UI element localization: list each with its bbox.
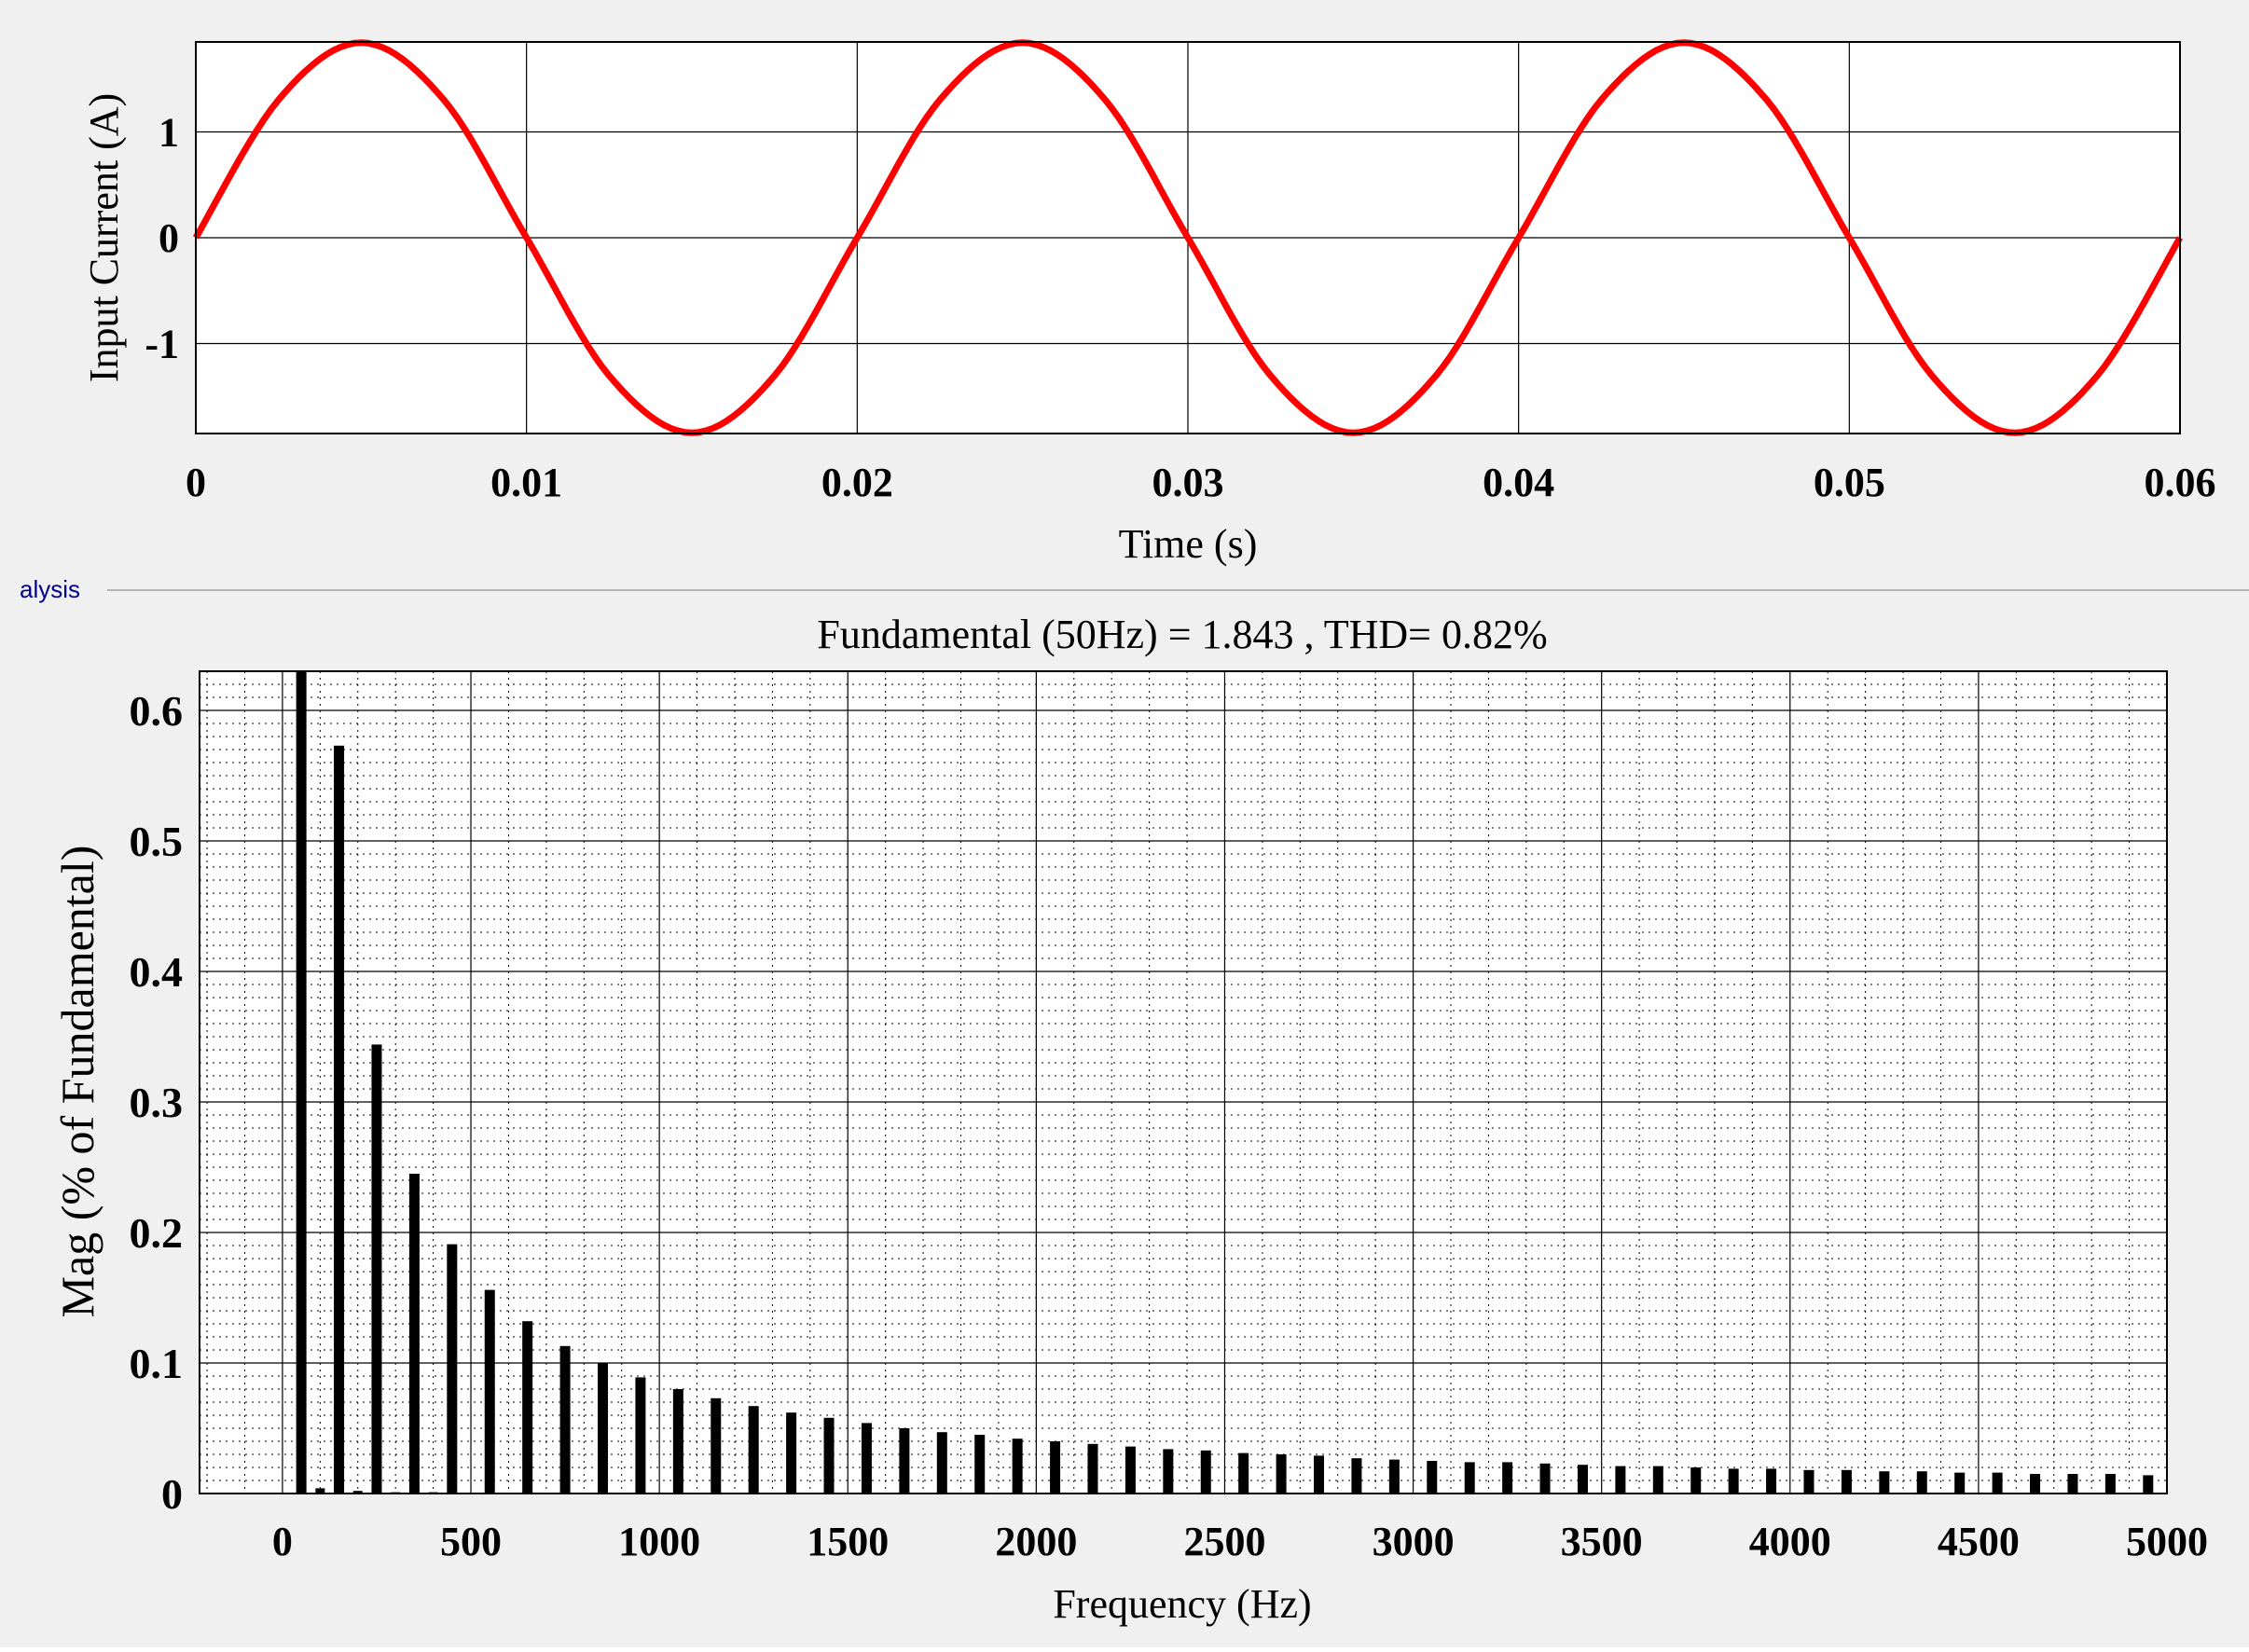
fft-x-tick-label: 1500 xyxy=(807,1519,889,1564)
harmonic-bar xyxy=(1163,1449,1174,1494)
harmonic-bar xyxy=(672,1389,683,1494)
fft-y-tick-label: 0.3 xyxy=(130,1079,184,1126)
current-x-tick-label: 0.02 xyxy=(821,460,893,505)
fft-y-tick-label: 0.1 xyxy=(130,1340,184,1387)
harmonic-bar xyxy=(936,1432,947,1494)
harmonic-bar xyxy=(1464,1462,1475,1494)
fft-plot-border xyxy=(199,670,2168,1494)
harmonic-bar xyxy=(748,1406,759,1494)
harmonic-bar xyxy=(334,745,345,1494)
current-x-axis-label: Time (s) xyxy=(1119,521,1258,567)
fft-y-tick-label: 0.4 xyxy=(130,948,184,996)
harmonic-bar xyxy=(1954,1472,1966,1494)
harmonic-bar xyxy=(296,671,307,1494)
fft-y-tick-label: 0.2 xyxy=(130,1209,184,1257)
harmonic-bar xyxy=(1238,1452,1249,1494)
harmonic-bar xyxy=(2104,1474,2116,1494)
fft-y-tick-label: 0.5 xyxy=(130,818,184,865)
fft-x-tick-label: 3000 xyxy=(1373,1519,1455,1564)
current-y-tick-label: 0 xyxy=(159,215,179,261)
fft-y-tick-label: 0.6 xyxy=(130,687,184,735)
current-waveform-plot: 0 0.01 0.02 0.03 0.04 0.05 0.06 10-1 Time (s) … xyxy=(81,39,2216,567)
harmonic-bar xyxy=(1728,1468,1739,1494)
harmonic-bar xyxy=(1314,1455,1325,1494)
harmonic-bar xyxy=(1539,1463,1551,1494)
harmonic-bar xyxy=(1652,1466,1663,1494)
harmonic-bar xyxy=(1012,1439,1023,1494)
harmonic-bar xyxy=(2143,1475,2154,1494)
fft-x-axis-label: Frequency (Hz) xyxy=(1053,1581,1311,1627)
current-x-tick-label: 0.01 xyxy=(490,460,562,505)
harmonic-bar xyxy=(1124,1446,1136,1494)
harmonic-bar xyxy=(899,1428,910,1494)
harmonic-bar xyxy=(635,1377,646,1494)
harmonic-bar xyxy=(1427,1461,1438,1494)
harmonic-bar xyxy=(1690,1467,1702,1494)
current-y-tick-label: 1 xyxy=(159,109,179,155)
harmonic-bar xyxy=(598,1363,609,1494)
fft-y-tick-label: 0 xyxy=(161,1470,183,1518)
harmonic-bar xyxy=(1766,1468,1777,1494)
fft-title: Fundamental (50Hz) = 1.843 , THD= 0.82% xyxy=(817,612,1547,657)
fft-x-tick-label: 0 xyxy=(272,1519,293,1564)
current-plot-border xyxy=(195,41,2181,434)
harmonic-bar xyxy=(1803,1469,1814,1494)
fft-x-tick-label: 2000 xyxy=(995,1519,1077,1564)
even-harmonic-bar xyxy=(315,1488,325,1494)
harmonic-bar xyxy=(447,1244,458,1494)
harmonic-bar xyxy=(484,1289,495,1494)
harmonic-bar xyxy=(2067,1474,2078,1494)
harmonic-bar xyxy=(1841,1469,1852,1494)
harmonic-bar xyxy=(1388,1459,1400,1494)
harmonic-bar xyxy=(1577,1465,1588,1494)
current-x-ticks: 0 0.01 0.02 0.03 0.04 0.05 0.06 xyxy=(186,460,2216,505)
harmonic-bar xyxy=(1087,1443,1098,1494)
fft-bars xyxy=(296,671,2154,1494)
harmonic-bar xyxy=(408,1174,420,1494)
harmonic-bar xyxy=(1916,1471,1927,1494)
harmonic-bar xyxy=(1200,1450,1211,1494)
analysis-panel-divider xyxy=(107,589,2249,591)
current-x-tick-label: 0.03 xyxy=(1152,460,1224,505)
analysis-panel-tab[interactable]: alysis xyxy=(20,575,81,603)
fft-y-ticks: 0 0.1 0.2 0.3 0.4 0.5 0.6 xyxy=(130,687,184,1518)
fft-x-tick-label: 4500 xyxy=(1938,1519,2020,1564)
fft-x-tick-label: 2500 xyxy=(1183,1519,1265,1564)
even-harmonic-bar xyxy=(352,1491,363,1494)
harmonic-bar xyxy=(1615,1466,1626,1494)
harmonic-bar xyxy=(861,1423,872,1494)
harmonic-bar xyxy=(1992,1472,2003,1494)
current-y-axis-label: Input Current (A) xyxy=(81,93,127,382)
fft-y-axis-label: Mag (% of Fundamental) xyxy=(51,846,103,1318)
harmonic-bar xyxy=(559,1345,571,1494)
fft-x-tick-label: 1000 xyxy=(618,1519,700,1564)
harmonic-bar xyxy=(1276,1454,1287,1494)
fft-x-tick-label: 5000 xyxy=(2126,1519,2208,1564)
harmonic-bar xyxy=(786,1412,797,1494)
harmonic-bar xyxy=(974,1435,986,1494)
harmonic-bar xyxy=(711,1397,722,1494)
fft-x-tick-label: 500 xyxy=(440,1519,502,1564)
harmonic-bar xyxy=(1502,1462,1513,1494)
current-x-tick-label: 0.05 xyxy=(1814,460,1885,505)
current-y-ticks: 1 0 -1 xyxy=(145,109,179,366)
current-y-tick-label: -1 xyxy=(145,322,179,367)
fft-x-ticks: 0 500 1000 1500 2000 2500 3000 3500 4000 4500 5000 xyxy=(272,1519,2208,1564)
fft-x-tick-label: 3500 xyxy=(1561,1519,1643,1564)
fft-spectrum-plot: 0 500 1000 1500 2000 2500 3000 3500 4000 4500 5000… xyxy=(51,612,2208,1627)
current-x-tick-label: 0 xyxy=(186,460,206,505)
current-x-tick-label: 0.04 xyxy=(1483,460,1554,505)
harmonic-bar xyxy=(1351,1458,1362,1494)
harmonic-bar xyxy=(1879,1471,1890,1494)
current-x-tick-label: 0.06 xyxy=(2145,460,2216,505)
current-series-line xyxy=(192,39,2184,436)
harmonic-bar xyxy=(371,1044,382,1494)
harmonic-bar xyxy=(522,1321,533,1494)
harmonic-bar xyxy=(1050,1441,1061,1494)
fft-x-tick-label: 4000 xyxy=(1749,1519,1831,1564)
harmonic-bar xyxy=(823,1417,835,1494)
harmonic-bar xyxy=(2030,1474,2041,1494)
